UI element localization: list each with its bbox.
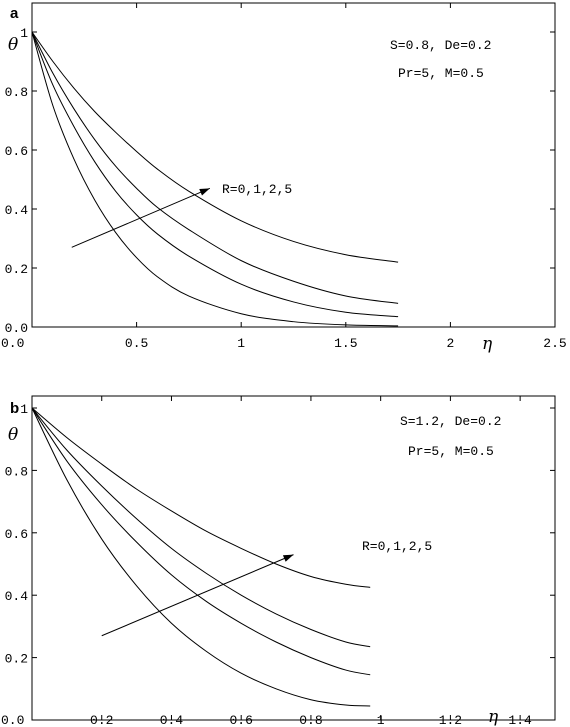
arrow-label: R=0,1,2,5 — [362, 539, 432, 554]
y-tick-label: 0.6 — [5, 144, 28, 159]
y-tick-label: 0.8 — [5, 464, 28, 479]
plot-frame — [31, 395, 556, 721]
x-tick-label: 0.4 — [160, 713, 184, 727]
y-tick-label: 1 — [20, 402, 28, 417]
y-tick-label: 0.4 — [5, 589, 29, 604]
x-tick-label: 0.2 — [90, 713, 113, 727]
parameter-annotation: Pr=5, M=0.5 — [408, 444, 494, 459]
y-tick-label: 0.2 — [5, 652, 28, 667]
y-tick-label: 0.8 — [5, 85, 28, 100]
series-line-3 — [31, 31, 399, 263]
x-tick-label: 0.0 — [1, 713, 24, 727]
arrow-label: R=0,1,2,5 — [222, 182, 292, 197]
x-tick-label: 0.0 — [1, 336, 24, 351]
parameter-annotation: Pr=5, M=0.5 — [398, 66, 484, 81]
series-line-1 — [31, 407, 371, 676]
y-tick-label: 0.0 — [5, 321, 28, 336]
x-tick-label: 0.8 — [299, 713, 322, 727]
panel-label: a — [10, 5, 19, 22]
chart-panel-b: b 0.0 0.2 0.4 0.6 0.8 1 1.2 1.4 0.2 0.4 0.6 0.8 1 η θ S=… — [1, 395, 556, 727]
x-tick-label: 2.5 — [543, 336, 566, 351]
x-tick-label: 1.2 — [439, 713, 462, 727]
parameter-annotation: S=0.8, De=0.2 — [390, 38, 491, 53]
y-axis-label: θ — [8, 35, 18, 55]
x-tick-label: 1.4 — [508, 713, 532, 727]
x-tick-label: 1 — [377, 713, 385, 727]
trend-arrowhead — [282, 554, 294, 562]
x-tick-label: 1 — [237, 336, 245, 351]
trend-arrow — [71, 187, 211, 248]
series-line-2 — [31, 31, 399, 304]
x-axis-label: η — [482, 334, 493, 354]
series-line-1 — [31, 31, 399, 318]
y-tick-label: 0.4 — [5, 203, 29, 218]
y-axis-label: θ — [8, 425, 18, 445]
x-tick-label: 1.5 — [334, 336, 357, 351]
panel-label: b — [10, 400, 19, 417]
y-tick-label: 1 — [20, 26, 28, 41]
series-line-0 — [31, 407, 371, 707]
chart-panel-a: a 0.0 0.5 1 1.5 2 2.5 0.0 0.2 0.4 0.6 0.8 1 η θ S=0.8, … — [1, 2, 567, 354]
trend-arrow — [101, 554, 294, 637]
plot-frame — [31, 2, 556, 328]
series-line-3 — [31, 407, 371, 588]
x-tick-label: 0.6 — [229, 713, 252, 727]
parameter-annotation: S=1.2, De=0.2 — [400, 414, 501, 429]
series-line-0 — [31, 31, 399, 327]
y-tick-label: 0.2 — [5, 262, 28, 277]
x-tick-label: 2 — [446, 336, 454, 351]
x-tick-label: 0.5 — [125, 336, 148, 351]
trend-arrowhead — [199, 188, 210, 196]
y-tick-label: 0.6 — [5, 527, 28, 542]
x-axis-label: η — [488, 707, 499, 727]
series-line-2 — [31, 407, 371, 648]
